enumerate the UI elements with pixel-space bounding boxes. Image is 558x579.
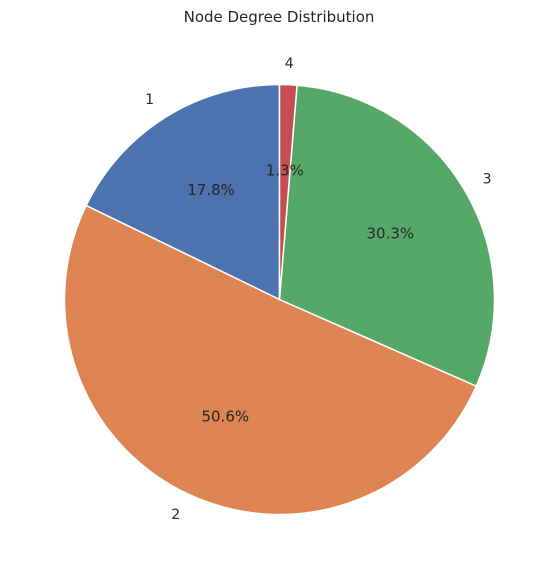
percent-label-1: 17.8% bbox=[187, 181, 235, 199]
pie-slice-3 bbox=[278, 84, 496, 388]
pie-slice-1 bbox=[85, 83, 281, 301]
category-label-2: 2 bbox=[171, 507, 180, 523]
percent-label-2: 50.6% bbox=[201, 408, 249, 426]
pie-slice-4 bbox=[278, 83, 298, 300]
pie-slice-2 bbox=[63, 204, 478, 516]
percent-label-3: 30.3% bbox=[367, 224, 415, 242]
category-label-4: 4 bbox=[285, 56, 294, 72]
category-labels: 1 2 3 4 bbox=[145, 56, 491, 523]
percent-labels: 17.8% 50.6% 30.3% 1.3% bbox=[187, 162, 414, 426]
percent-label-4: 1.3% bbox=[266, 162, 304, 180]
chart-title: Node Degree Distribution bbox=[184, 8, 375, 26]
category-label-3: 3 bbox=[483, 171, 492, 187]
pie-slices bbox=[63, 83, 496, 516]
category-label-1: 1 bbox=[145, 92, 154, 108]
